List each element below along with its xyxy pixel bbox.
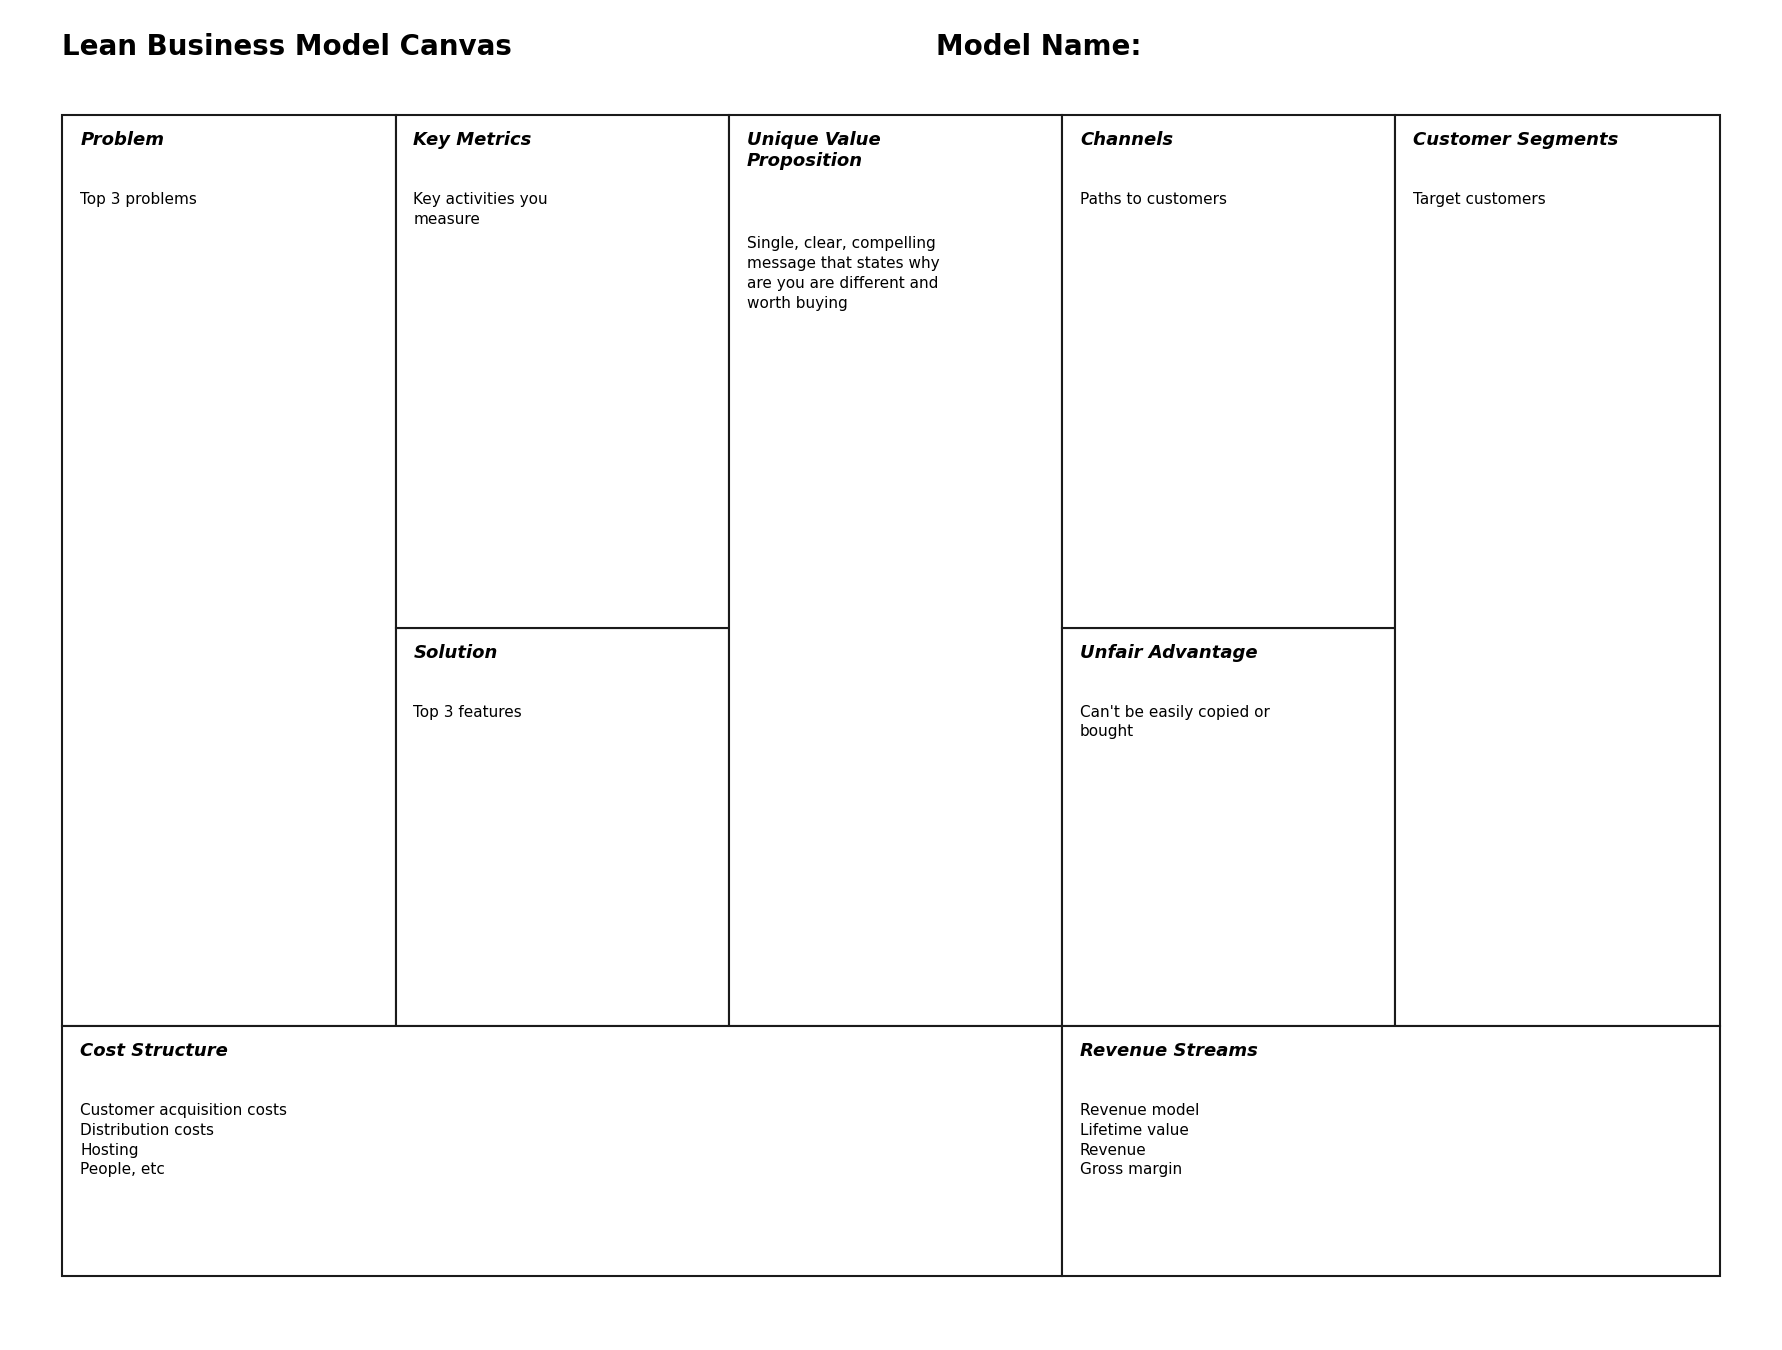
- Bar: [1062, 1026, 1720, 1276]
- Text: Unique Value
Proposition: Unique Value Proposition: [747, 131, 880, 170]
- Text: Top 3 problems: Top 3 problems: [80, 192, 198, 207]
- Text: Lean Business Model Canvas: Lean Business Model Canvas: [62, 32, 511, 61]
- Text: Channels: Channels: [1080, 131, 1173, 148]
- Text: Cost Structure: Cost Structure: [80, 1042, 228, 1060]
- Text: Can't be easily copied or
bought: Can't be easily copied or bought: [1080, 705, 1271, 740]
- Text: Top 3 features: Top 3 features: [413, 705, 522, 720]
- Bar: [1062, 115, 1395, 628]
- Text: Key activities you
measure: Key activities you measure: [413, 192, 549, 227]
- Bar: [62, 115, 396, 1026]
- Text: Revenue model
Lifetime value
Revenue
Gross margin: Revenue model Lifetime value Revenue Gro…: [1080, 1103, 1199, 1177]
- Text: Single, clear, compelling
message that states why
are you are different and
wort: Single, clear, compelling message that s…: [747, 236, 939, 310]
- Bar: [62, 1026, 1062, 1276]
- Bar: [396, 115, 729, 628]
- Text: Customer acquisition costs
Distribution costs
Hosting
People, etc: Customer acquisition costs Distribution …: [80, 1103, 287, 1177]
- Text: Unfair Advantage: Unfair Advantage: [1080, 644, 1258, 662]
- Bar: [1395, 115, 1720, 1026]
- Bar: [1062, 628, 1395, 1026]
- Text: Revenue Streams: Revenue Streams: [1080, 1042, 1258, 1060]
- Bar: [396, 628, 729, 1026]
- Text: Problem: Problem: [80, 131, 164, 148]
- Text: Model Name:: Model Name:: [936, 32, 1140, 61]
- Text: Key Metrics: Key Metrics: [413, 131, 531, 148]
- Bar: [729, 115, 1062, 1026]
- Text: Target customers: Target customers: [1413, 192, 1545, 207]
- Text: Paths to customers: Paths to customers: [1080, 192, 1226, 207]
- Text: Solution: Solution: [413, 644, 497, 662]
- Text: Customer Segments: Customer Segments: [1413, 131, 1618, 148]
